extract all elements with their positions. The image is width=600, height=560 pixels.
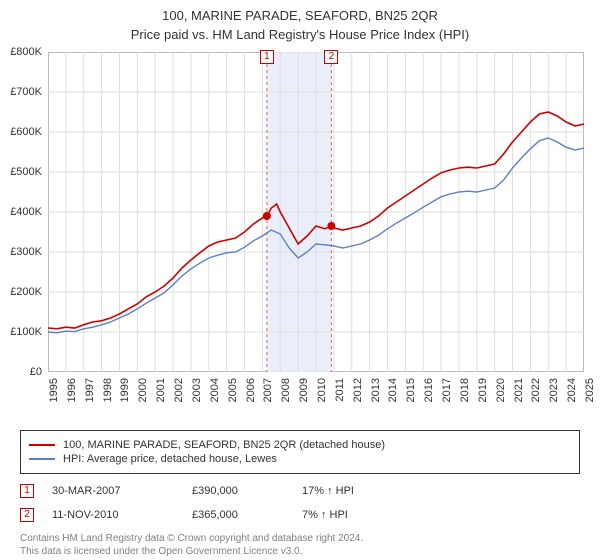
x-tick-label: 2011 — [334, 378, 346, 402]
x-tick-label: 2023 — [548, 378, 560, 402]
x-tick-label: 2022 — [530, 378, 542, 402]
sale-marker-box: 1 — [260, 50, 274, 64]
x-tick-label: 2015 — [405, 378, 417, 402]
legend-swatch — [29, 458, 55, 460]
x-tick-label: 1996 — [66, 378, 78, 402]
x-tick-label: 2001 — [155, 378, 167, 402]
x-tick-label: 2012 — [352, 378, 364, 402]
attribution-line2: This data is licensed under the Open Gov… — [20, 545, 580, 558]
plot-svg — [48, 52, 584, 372]
sale-marker-box: 2 — [324, 50, 338, 64]
y-tick-label: £200K — [10, 286, 42, 298]
x-tick-label: 1998 — [102, 378, 114, 402]
y-tick-label: £0 — [30, 366, 42, 378]
legend-label: HPI: Average price, detached house, Lewe… — [63, 453, 277, 465]
x-tick-label: 2018 — [459, 378, 471, 402]
x-tick-label: 2002 — [173, 378, 185, 402]
x-tick-label: 2016 — [423, 378, 435, 402]
sale-row-marker: 2 — [20, 508, 34, 522]
sale-delta: 17% ↑ HPI — [302, 485, 412, 497]
x-tick-label: 2004 — [209, 378, 221, 402]
y-tick-label: £300K — [10, 246, 42, 258]
legend-row: HPI: Average price, detached house, Lewe… — [29, 453, 571, 465]
legend-label: 100, MARINE PARADE, SEAFORD, BN25 2QR (d… — [63, 439, 385, 451]
chart-area: 12 — [48, 52, 584, 372]
x-tick-label: 2021 — [513, 378, 525, 402]
sales-list: 1 30-MAR-2007£390,00017% ↑ HPI 2 11-NOV-201… — [20, 484, 580, 522]
x-tick-label: 1995 — [48, 378, 60, 402]
x-tick-label: 2007 — [262, 378, 274, 402]
sale-price: £390,000 — [192, 485, 302, 497]
x-tick-label: 2017 — [441, 378, 453, 402]
attribution: Contains HM Land Registry data © Crown c… — [20, 532, 580, 558]
x-tick-label: 2006 — [245, 378, 257, 402]
attribution-line1: Contains HM Land Registry data © Crown c… — [20, 532, 580, 545]
x-tick-label: 2019 — [477, 378, 489, 402]
legend-row: 100, MARINE PARADE, SEAFORD, BN25 2QR (d… — [29, 439, 571, 451]
x-tick-label: 2025 — [584, 378, 596, 402]
sale-delta: 7% ↑ HPI — [302, 509, 412, 521]
y-tick-label: £600K — [10, 126, 42, 138]
x-axis-ticks: 1995 1996 1997 1998 1999 2000 2001 2002 2003 2004… — [48, 374, 584, 424]
x-tick-label: 2003 — [191, 378, 203, 402]
sale-row-marker: 1 — [20, 484, 34, 498]
x-tick-label: 2000 — [137, 378, 149, 402]
y-tick-label: £800K — [10, 46, 42, 58]
x-tick-label: 2013 — [370, 378, 382, 402]
sale-row: 2 11-NOV-2010£365,0007% ↑ HPI — [20, 508, 580, 522]
x-tick-label: 1999 — [119, 378, 131, 402]
footer: 100, MARINE PARADE, SEAFORD, BN25 2QR (d… — [20, 430, 580, 558]
sale-price: £365,000 — [192, 509, 302, 521]
y-tick-label: £700K — [10, 86, 42, 98]
x-tick-label: 2008 — [280, 378, 292, 402]
x-tick-label: 1997 — [84, 378, 96, 402]
x-tick-label: 2020 — [495, 378, 507, 402]
sale-row: 1 30-MAR-2007£390,00017% ↑ HPI — [20, 484, 580, 498]
y-tick-label: £100K — [10, 326, 42, 338]
x-tick-label: 2010 — [316, 378, 328, 402]
x-tick-label: 2005 — [227, 378, 239, 402]
y-tick-label: £500K — [10, 166, 42, 178]
y-tick-label: £400K — [10, 206, 42, 218]
y-axis-ticks: £0£100K£200K£300K£400K£500K£600K£700K£80… — [0, 52, 46, 372]
title-subtitle: Price paid vs. HM Land Registry's House … — [0, 23, 600, 42]
x-tick-label: 2009 — [298, 378, 310, 402]
sale-date: 30-MAR-2007 — [52, 485, 192, 497]
x-tick-label: 2024 — [566, 378, 578, 402]
legend-swatch — [29, 444, 55, 446]
x-tick-label: 2014 — [387, 378, 399, 402]
sale-date: 11-NOV-2010 — [52, 509, 192, 521]
title-address: 100, MARINE PARADE, SEAFORD, BN25 2QR — [0, 0, 600, 23]
legend-box: 100, MARINE PARADE, SEAFORD, BN25 2QR (d… — [20, 430, 580, 474]
